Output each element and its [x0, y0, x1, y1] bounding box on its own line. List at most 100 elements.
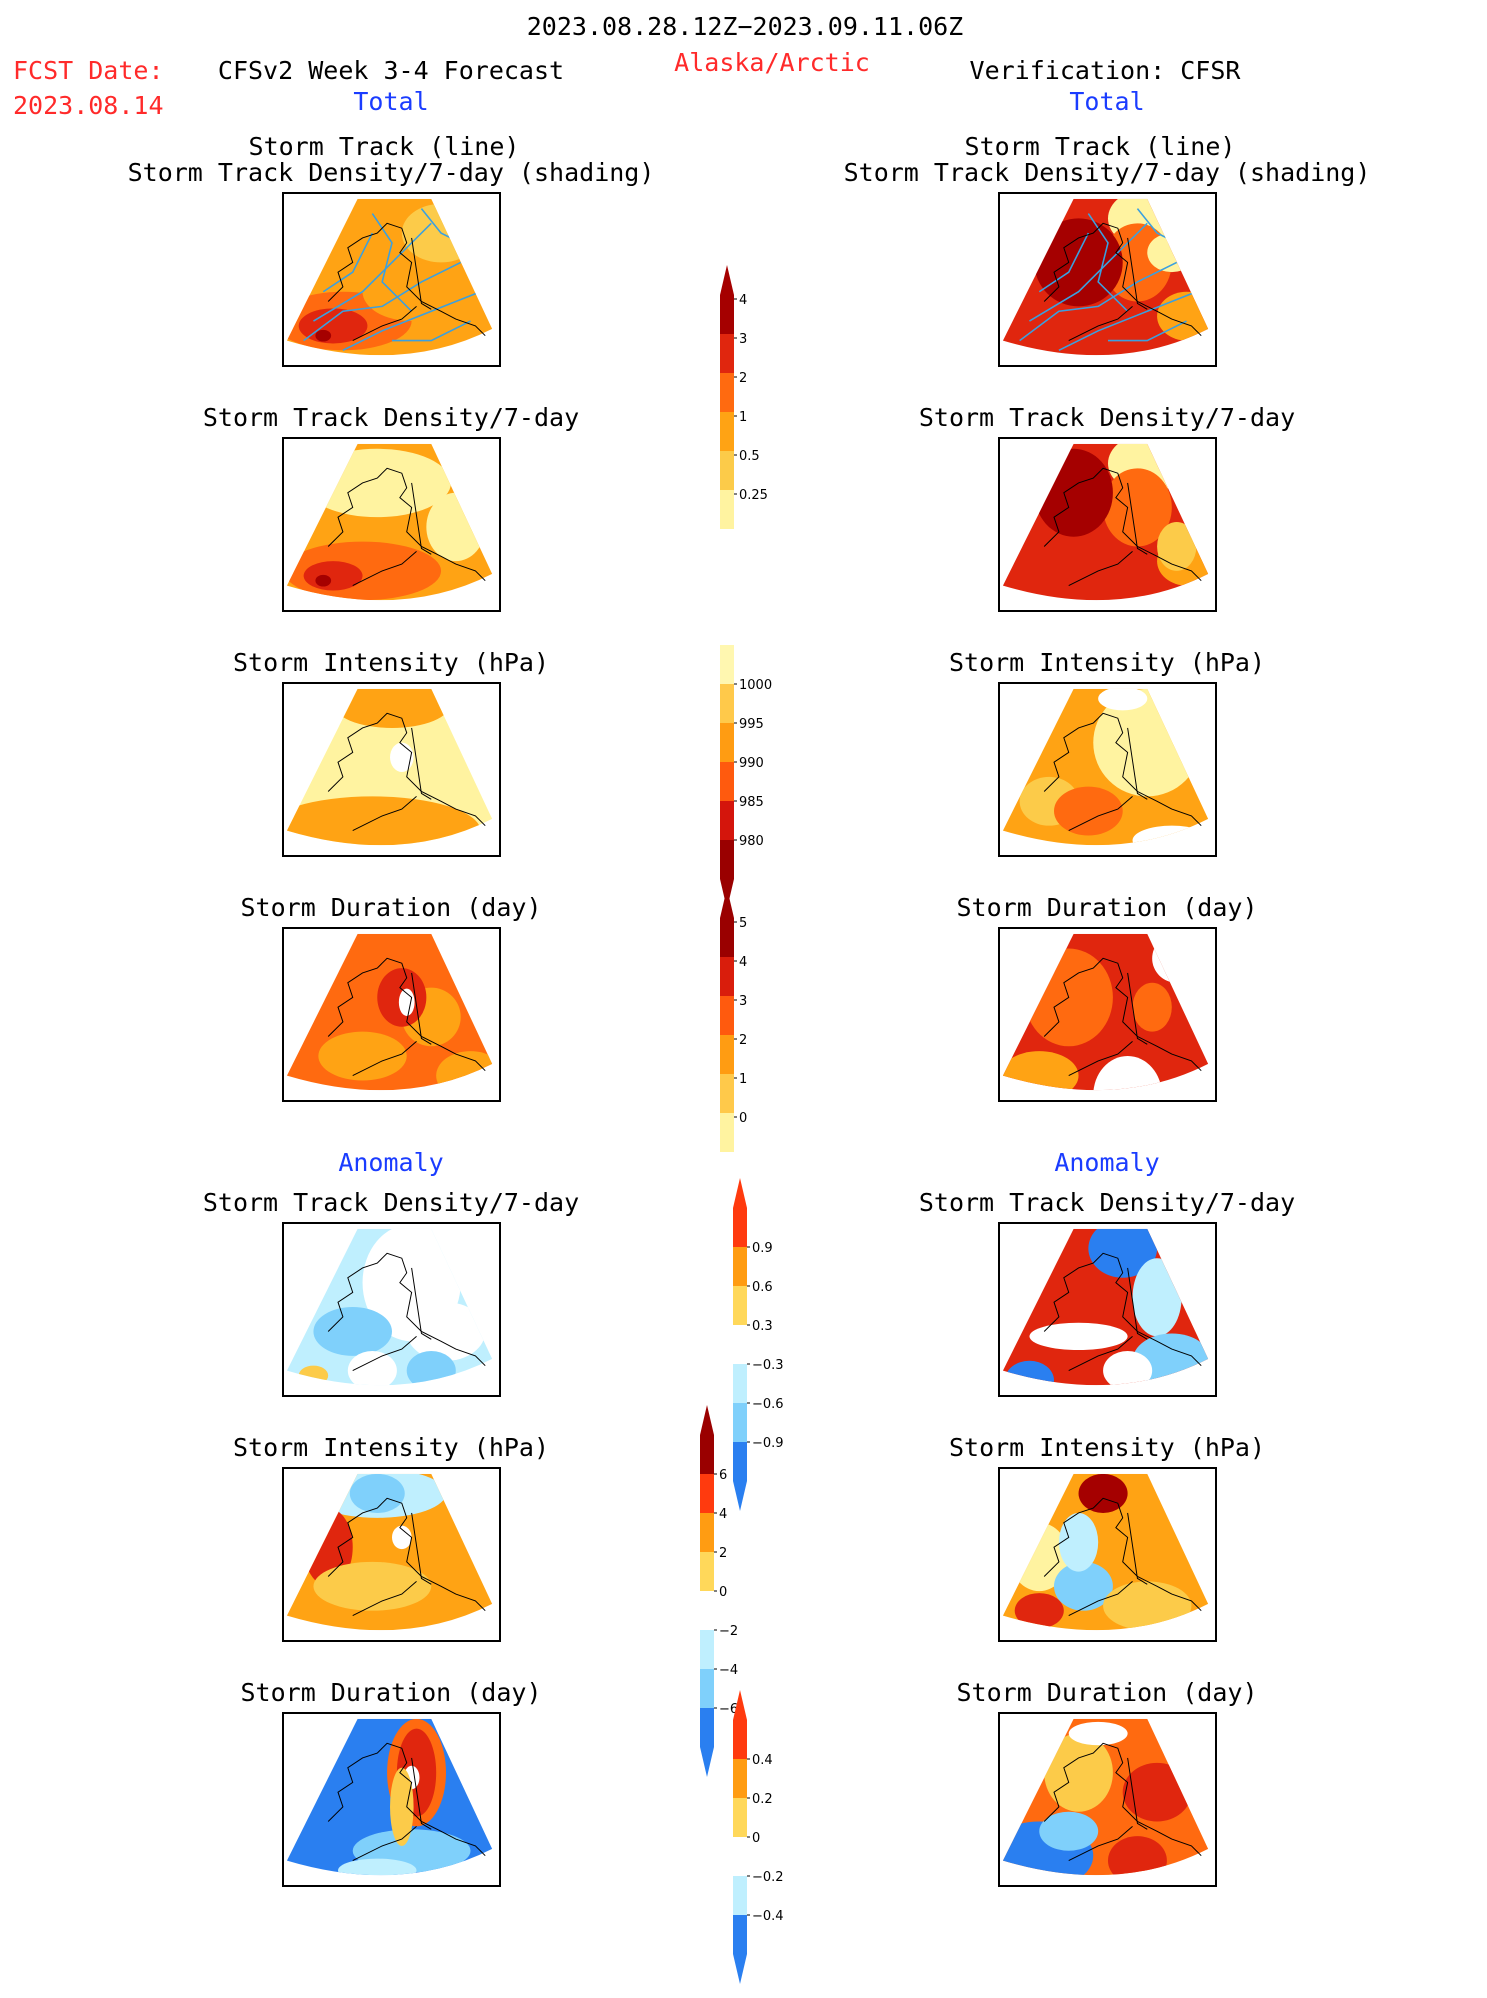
field-contour: [426, 492, 486, 562]
coastline: [1043, 467, 1202, 587]
colorbar-label: 1: [739, 410, 747, 425]
border-line: [411, 972, 432, 1045]
map-svg: [1002, 198, 1209, 356]
colorbar-label: −0.6: [752, 1397, 784, 1412]
map-svg: [286, 198, 493, 356]
total-label-right: Total: [1069, 87, 1145, 116]
field-contour: [398, 988, 415, 1016]
colorbar-intensity-total: 1000 995 990 985 980: [720, 645, 800, 923]
title-track-line-left: Storm Track (line): [248, 132, 520, 161]
field-contour: [318, 1031, 407, 1081]
colorbar-label: 2: [739, 371, 747, 386]
field-contour: [1058, 1512, 1099, 1572]
storm-track-line: [342, 290, 481, 352]
coastline: [1043, 1252, 1202, 1372]
colorbar-arrow: [700, 1405, 714, 1435]
coastline: [327, 1252, 486, 1372]
title-track-shading-left: Storm Track Density/7-day (shading): [127, 158, 655, 187]
colorbar-label: 4: [739, 955, 747, 970]
colorbar-label: 4: [719, 1507, 727, 1522]
colorbar-swatch: [720, 840, 734, 879]
colorbar-density-anom: 0.9 0.6 0.3 −0.3 −0.6 −0.9: [733, 1178, 813, 1525]
storm-track-line: [1038, 232, 1090, 293]
title-track-line-right: Storm Track (line): [964, 132, 1236, 161]
title-anom-density-left: Storm Track Density/7-day: [202, 1188, 580, 1217]
border-line: [411, 1757, 432, 1830]
coastline: [1043, 1497, 1202, 1617]
colorbar-label: 3: [739, 332, 747, 347]
region-title: Alaska/Arctic: [674, 48, 870, 77]
colorbar-swatch: [733, 1837, 747, 1876]
colorbar-label: 980: [739, 834, 764, 849]
field-contour: [1029, 1322, 1128, 1351]
anomaly-label-left: Anomaly: [338, 1148, 444, 1177]
colorbar-label: −6: [719, 1702, 738, 1717]
colorbar-swatch: [733, 1403, 747, 1442]
map-svg: [1002, 688, 1209, 846]
field-contour: [1088, 1228, 1158, 1278]
colorbar-swatch: [700, 1630, 714, 1669]
colorbar-label: 2: [719, 1546, 727, 1561]
storm-track-line: [391, 320, 471, 342]
title-duration-left: Storm Duration (day): [240, 893, 542, 922]
period-title: 2023.08.28.12Z−2023.09.11.06Z: [526, 12, 964, 41]
map-panel: [282, 927, 501, 1102]
total-label-left: Total: [353, 87, 429, 116]
colorbar-swatch: [720, 801, 734, 840]
colorbar-swatch: [720, 1113, 734, 1152]
colorbar-arrow: [720, 265, 734, 295]
colorbar-swatch: [733, 1759, 747, 1798]
field-contour: [1014, 1593, 1064, 1629]
map-svg: [286, 688, 493, 846]
coastline: [327, 222, 486, 342]
map-svg: [1002, 1718, 1209, 1876]
colorbar-label: −0.2: [752, 1870, 784, 1885]
field-contour: [1132, 982, 1172, 1032]
storm-track-line: [1029, 222, 1148, 322]
colorbar-swatch: [733, 1720, 747, 1759]
colorbar-label: 6: [719, 1468, 727, 1483]
field-contour: [1034, 448, 1113, 537]
map-panel: [998, 1712, 1217, 1887]
colorbar-swatch: [733, 1325, 747, 1364]
colorbar-label: −2: [719, 1624, 738, 1639]
field-contour: [298, 1365, 329, 1386]
field-contour: [303, 448, 451, 518]
coastline: [1043, 1742, 1202, 1862]
colorbar-duration-anom: 0.4 0.2 0 −0.2 −0.4: [733, 1690, 813, 1998]
field-contour: [1152, 933, 1202, 983]
border-line: [411, 1512, 432, 1585]
field-contour: [406, 1302, 486, 1361]
colorbar-swatch: [720, 334, 734, 373]
field-contour: [337, 1858, 417, 1876]
storm-track-line: [1058, 290, 1197, 352]
field-contour: [303, 561, 363, 591]
colorbar-swatch: [720, 295, 734, 334]
map-svg: [286, 443, 493, 601]
colorbar-swatch: [733, 1798, 747, 1837]
colorbar-swatch: [720, 373, 734, 412]
field-contour: [406, 1351, 456, 1386]
field-contour: [349, 1473, 405, 1513]
colorbar-label: 0.3: [752, 1319, 773, 1334]
field-contour: [333, 688, 451, 728]
storm-track-line: [303, 261, 462, 342]
coastline: [327, 1742, 486, 1862]
map-panel: [282, 1222, 501, 1397]
storm-track-line: [1019, 261, 1178, 342]
colorbar-swatch: [733, 1442, 747, 1481]
map-svg: [286, 1473, 493, 1631]
border-line: [1127, 237, 1148, 310]
colorbar-label: 2: [739, 1033, 747, 1048]
map-panel: [998, 927, 1217, 1102]
coastline: [1043, 222, 1202, 342]
storm-track-line: [1107, 320, 1187, 342]
colorbar-swatch: [720, 684, 734, 723]
field-contour: [1044, 1733, 1113, 1812]
map-panel: [282, 1467, 501, 1642]
border-line: [1127, 727, 1148, 800]
colorbar-swatch: [720, 996, 734, 1035]
colorbar-svg: 4 3 2 1 0.5 0.25: [720, 265, 768, 529]
colorbar-svg: 6 4 2 0 −2 −4 −6: [700, 1405, 738, 1777]
title-anom-density-right: Storm Track Density/7-day: [918, 1188, 1296, 1217]
